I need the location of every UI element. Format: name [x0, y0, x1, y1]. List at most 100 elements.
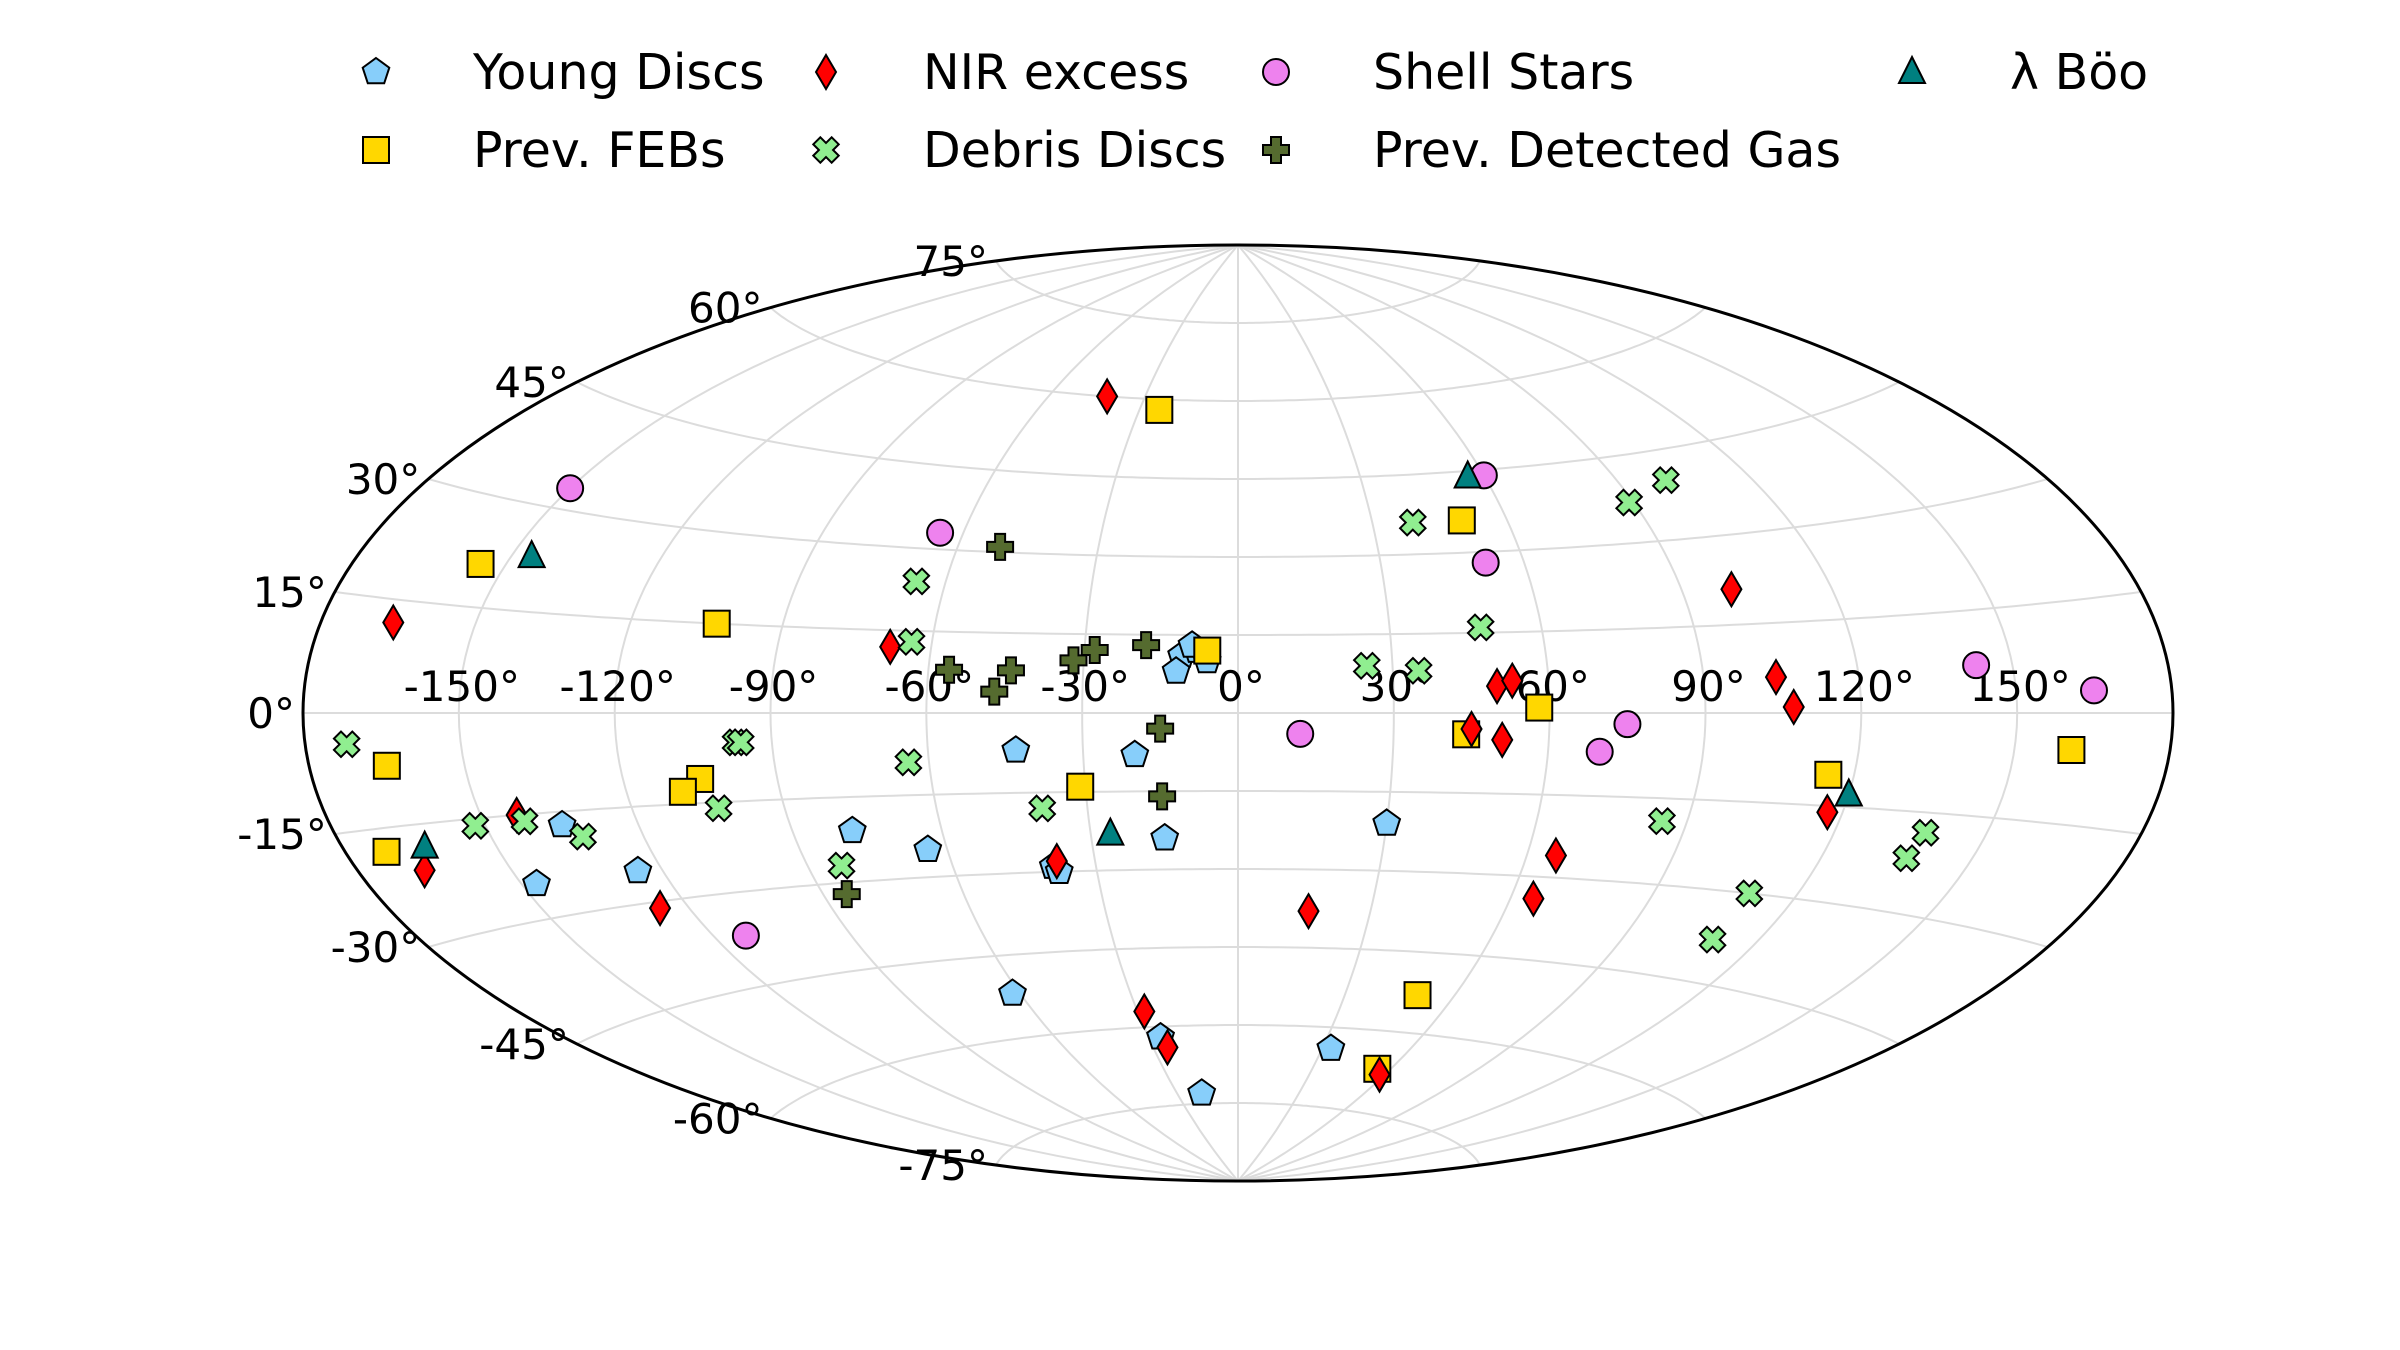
pentagon-data-point — [522, 868, 551, 897]
circle-data-point — [556, 474, 585, 503]
square-data-point — [668, 777, 697, 806]
tick-labels: -150° -120° -90° -60° -30° 0° 30° 60° 90° 120° 150… — [237, 237, 2071, 1190]
series-x — [332, 465, 1940, 954]
x-data-point — [1911, 818, 1940, 847]
square-data-point — [372, 751, 401, 780]
pentagon-data-point — [1316, 1033, 1346, 1061]
circle-data-point — [1286, 719, 1315, 748]
plus-data-point — [1080, 635, 1109, 664]
lat-tick-label: -60° — [673, 1094, 763, 1143]
x-data-point — [726, 728, 755, 757]
x-data-point — [1352, 651, 1381, 680]
diamond-data-point — [1133, 992, 1156, 1031]
lat-tick-label: -30° — [331, 923, 421, 972]
plus-data-point — [935, 655, 964, 684]
legend-label: λ Böo — [2010, 44, 2148, 101]
diamond-data-point — [1297, 892, 1320, 931]
x-data-point — [1735, 879, 1764, 908]
data-points — [332, 377, 2108, 1106]
diamond-data-point — [1485, 667, 1509, 706]
x-data-point — [1698, 925, 1727, 954]
x-data-point — [1398, 508, 1427, 537]
legend-label: Young Discs — [472, 44, 765, 101]
legend-label: Shell Stars — [1373, 44, 1634, 101]
legend-square-icon — [362, 136, 390, 164]
plus-data-point — [832, 880, 861, 909]
series-triangle — [410, 459, 1864, 859]
legend-pentagon-icon — [361, 56, 391, 85]
square-data-point — [1066, 772, 1095, 801]
plus-data-point — [1148, 782, 1177, 811]
triangle-data-point — [1453, 459, 1483, 489]
series-square — [372, 395, 2086, 1083]
lat-tick-label: -75° — [898, 1141, 988, 1190]
plus-data-point — [996, 656, 1025, 685]
x-data-point — [704, 794, 733, 823]
diamond-data-point — [1720, 570, 1743, 609]
parallel-line — [769, 1024, 1707, 1120]
pentagon-data-point — [1372, 808, 1402, 836]
lon-tick-label: 90° — [1671, 662, 1745, 711]
lon-tick-label: -30° — [1040, 662, 1130, 711]
series-diamond — [382, 377, 1839, 1094]
diamond-data-point — [1368, 1055, 1391, 1094]
pentagon-data-point — [1150, 822, 1180, 851]
lon-tick-label: 120° — [1814, 662, 1915, 711]
x-data-point — [1028, 794, 1057, 823]
parallel-line — [334, 790, 2142, 836]
x-data-point — [1647, 807, 1677, 836]
square-data-point — [1814, 760, 1843, 789]
parallel-line — [428, 478, 2048, 558]
parallel-line — [995, 1102, 1481, 1166]
lat-tick-label: -15° — [237, 810, 327, 859]
circle-data-point — [2079, 676, 2108, 705]
diamond-data-point — [1460, 710, 1483, 748]
circle-data-point — [926, 518, 955, 547]
lat-tick-label: 0° — [247, 689, 295, 738]
pentagon-data-point — [1161, 656, 1191, 684]
plus-data-point — [1132, 631, 1161, 660]
x-data-point — [568, 822, 598, 851]
pentagon-data-point — [547, 809, 577, 838]
square-data-point — [1145, 395, 1174, 424]
x-data-point — [827, 851, 856, 880]
legend-label: NIR excess — [923, 44, 1189, 101]
circle-data-point — [1471, 548, 1500, 577]
map-frame — [301, 243, 2175, 1183]
square-data-point — [1447, 506, 1476, 535]
plus-data-point — [986, 532, 1015, 561]
legend-triangle-icon — [1897, 54, 1927, 84]
x-data-point — [894, 748, 923, 777]
series-circle — [556, 461, 2108, 950]
lat-tick-label: 30° — [346, 455, 420, 504]
diamond-data-point — [1156, 1028, 1179, 1067]
circle-data-point — [731, 921, 760, 950]
x-data-point — [1892, 844, 1921, 873]
legend-plus-icon — [1262, 136, 1290, 164]
x-data-point — [1466, 613, 1495, 642]
x-data-point — [1404, 656, 1433, 685]
diamond-data-point — [1816, 793, 1839, 832]
legend-label: Debris Discs — [923, 122, 1226, 179]
diamond-data-point — [1491, 720, 1514, 759]
lon-tick-label: -90° — [729, 662, 819, 711]
map-border — [301, 243, 2175, 1183]
diamond-data-point — [1501, 661, 1524, 700]
square-data-point — [702, 609, 731, 638]
diamond-data-point — [879, 627, 902, 666]
lat-tick-label: 15° — [252, 568, 326, 617]
series-pentagon — [522, 630, 1402, 1106]
diamond-data-point — [1764, 658, 1788, 697]
diamond-data-point — [1095, 377, 1119, 416]
parallel-line — [428, 868, 2048, 948]
diamond-data-point — [1045, 842, 1068, 881]
lon-tick-label: 0° — [1217, 662, 1265, 711]
plus-data-point — [1059, 646, 1088, 675]
lon-tick-label: -150° — [404, 662, 520, 711]
diamond-data-point — [382, 603, 405, 642]
square-data-point — [1403, 981, 1432, 1010]
parallel-line — [576, 381, 1900, 480]
plus-data-point — [1146, 714, 1175, 743]
circle-data-point — [1962, 651, 1991, 680]
